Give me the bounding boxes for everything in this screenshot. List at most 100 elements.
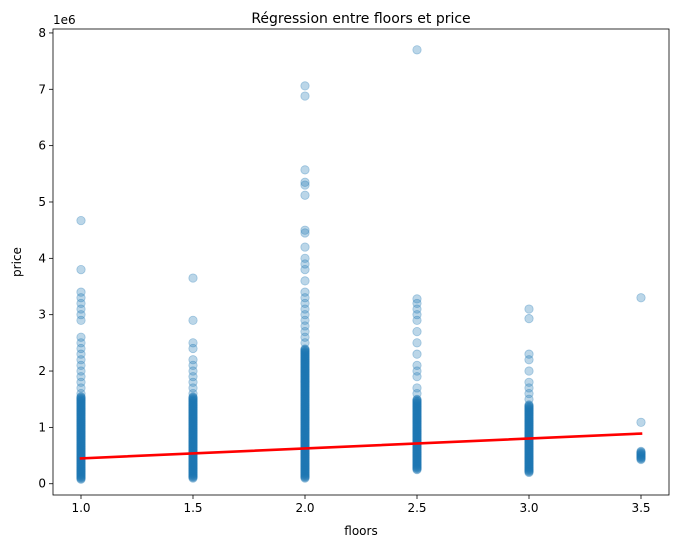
- scatter-point: [524, 426, 534, 436]
- scatter-point: [524, 349, 534, 359]
- scatter-point: [76, 474, 86, 484]
- scatter-point: [412, 426, 422, 436]
- scatter-point: [76, 408, 86, 418]
- scatter-point: [188, 428, 198, 439]
- scatter-point: [188, 420, 198, 430]
- scatter-point: [524, 463, 534, 473]
- scatter-point: [300, 438, 310, 448]
- scatter-point: [300, 393, 310, 403]
- scatter-point: [300, 391, 310, 401]
- scatter-point: [188, 393, 198, 403]
- scatter-point: [412, 400, 422, 410]
- scatter-point: [412, 463, 422, 473]
- scatter-point: [524, 447, 534, 457]
- scatter-point: [300, 424, 310, 434]
- scatter-point: [524, 449, 534, 459]
- scatter-point: [524, 448, 534, 458]
- scatter-point: [300, 361, 310, 371]
- plot-frame: [52, 28, 670, 496]
- scatter-point: [188, 461, 198, 471]
- scatter-point: [188, 400, 198, 410]
- scatter-point: [300, 372, 310, 382]
- scatter-point: [76, 360, 86, 370]
- scatter-point: [188, 409, 198, 419]
- scatter-point: [412, 349, 422, 359]
- scatter-point: [188, 419, 198, 429]
- scatter-point: [76, 448, 86, 458]
- scatter-point: [76, 417, 86, 427]
- scatter-point: [412, 406, 422, 417]
- scatter-point: [300, 449, 310, 460]
- scatter-point: [188, 412, 198, 422]
- scatter-point: [76, 434, 86, 444]
- scatter-point: [188, 388, 198, 399]
- scatter-point: [300, 353, 310, 363]
- scatter-point: [524, 388, 534, 399]
- scatter-point: [300, 416, 310, 426]
- scatter-point: [300, 452, 310, 462]
- scatter-point: [412, 402, 422, 413]
- scatter-point: [76, 406, 86, 416]
- scatter-point: [412, 414, 422, 424]
- scatter-point: [300, 359, 310, 370]
- scatter-point: [76, 460, 86, 470]
- scatter-point: [300, 395, 310, 405]
- scatter-point: [300, 418, 310, 428]
- scatter-point: [76, 416, 86, 426]
- scatter-point: [300, 422, 310, 432]
- scatter-point: [524, 394, 534, 404]
- x-tick-label: 3.0: [519, 501, 538, 515]
- scatter-point: [76, 424, 86, 434]
- scatter-point: [636, 454, 646, 464]
- scatter-point: [188, 406, 198, 416]
- scatter-point: [188, 425, 198, 435]
- scatter-point: [188, 399, 198, 409]
- scatter-point: [188, 355, 198, 365]
- scatter-point: [300, 430, 310, 441]
- scatter-point: [636, 453, 646, 463]
- scatter-point: [76, 440, 86, 451]
- scatter-point: [524, 451, 534, 461]
- scatter-point: [188, 432, 198, 443]
- y-tick-label: 2: [38, 364, 46, 378]
- regression-line: [79, 432, 643, 460]
- scatter-point: [412, 412, 422, 423]
- scatter-point: [524, 443, 534, 453]
- scatter-point: [412, 298, 422, 309]
- scatter-point: [636, 449, 646, 459]
- scatter-point: [300, 364, 310, 374]
- scatter-point: [76, 425, 86, 436]
- scatter-point: [76, 442, 86, 453]
- scatter-point: [412, 433, 422, 443]
- scatter-point: [300, 401, 310, 412]
- scatter-point: [188, 463, 198, 473]
- scatter-point: [300, 397, 310, 407]
- scatter-point: [412, 372, 422, 382]
- scatter-point: [300, 418, 310, 428]
- scatter-point: [300, 373, 310, 383]
- scatter-point: [300, 469, 310, 479]
- scatter-point: [524, 459, 534, 469]
- regression-line-layer: [79, 432, 643, 460]
- x-tick-label: 2.5: [407, 501, 426, 515]
- scatter-point: [76, 463, 86, 473]
- scatter-point: [300, 384, 310, 395]
- scatter-point: [188, 383, 198, 393]
- scatter-point: [300, 422, 310, 432]
- scatter-point: [76, 393, 86, 403]
- scatter-point: [524, 465, 534, 475]
- scatter-point: [188, 414, 198, 424]
- scatter-point: [300, 369, 310, 379]
- scatter-point: [76, 447, 86, 457]
- scatter-point: [300, 411, 310, 422]
- scatter-point: [76, 441, 86, 451]
- scatter-point: [636, 451, 646, 461]
- scatter-point: [188, 430, 198, 441]
- scatter-point: [300, 425, 310, 435]
- scatter-point: [76, 421, 86, 431]
- scatter-point: [188, 460, 198, 470]
- scatter-point: [76, 446, 86, 456]
- scatter-point: [76, 444, 86, 454]
- scatter-point: [300, 259, 310, 269]
- scatter-point: [188, 416, 198, 426]
